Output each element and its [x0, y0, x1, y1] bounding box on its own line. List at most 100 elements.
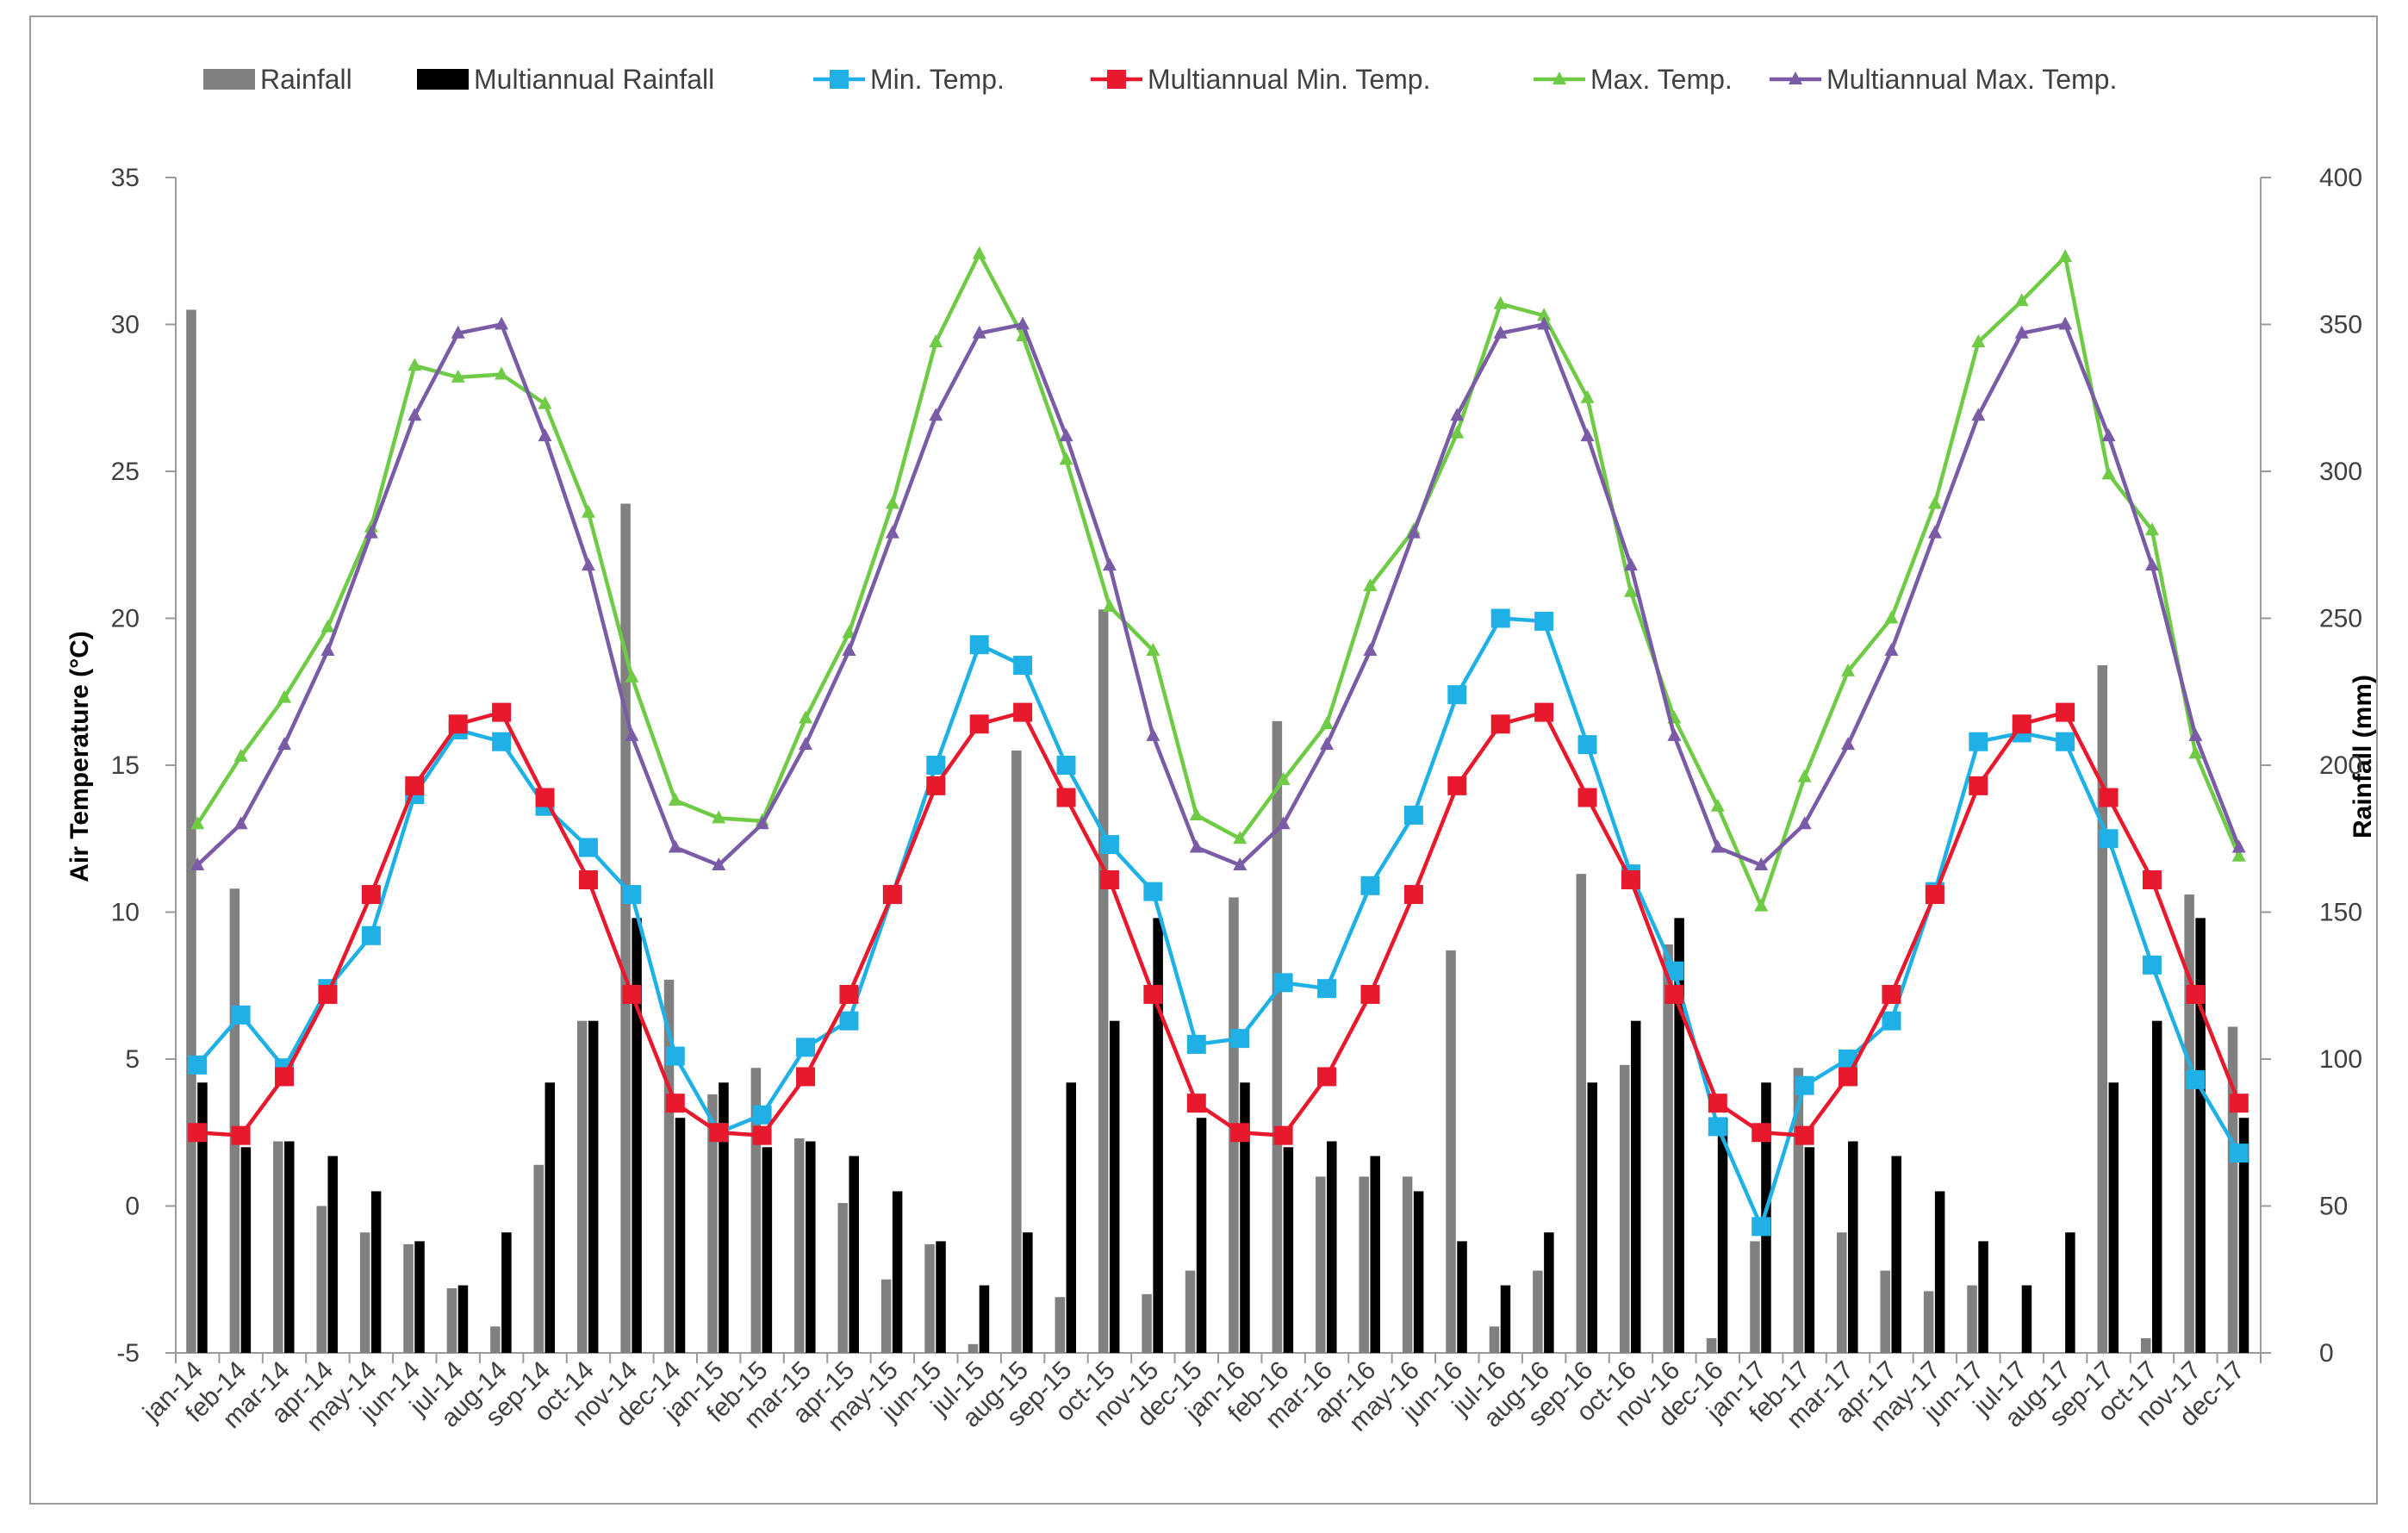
max-temp-point: [1927, 495, 1942, 509]
multiannual-min-temp-point: [535, 788, 555, 807]
multiannual-max-temp-point: [1363, 643, 1378, 657]
multiannual-max-temp-point: [885, 525, 899, 539]
max-temp-point: [2014, 293, 2029, 307]
multiannual-max-temp-point: [755, 816, 769, 830]
legend: Rainfall Multiannual Rainfall Min. Temp. Mu…: [203, 64, 2117, 95]
multiannual-max-temp-point: [364, 525, 378, 539]
max-temp-point: [2188, 745, 2203, 759]
multiannual-max-temp-point: [1406, 525, 1421, 539]
legend-marker-max-temp: [1552, 72, 1566, 84]
multiannual-max-temp-point: [233, 816, 248, 830]
rainfall-bar: [707, 1094, 718, 1353]
multiannual-min-temp-point: [1534, 702, 1554, 722]
rainfall-bar: [1185, 1270, 1196, 1353]
multiannual-min-temp-point: [2099, 788, 2119, 807]
multiannual-min-temp-point: [1056, 788, 1076, 807]
max-temp-line: [196, 252, 2241, 908]
multiannual-min-temp-point: [1273, 1125, 1293, 1145]
min-temp-point: [2229, 1144, 2249, 1163]
max-temp-point: [972, 246, 986, 259]
rainfall-bar: [1489, 1326, 1500, 1353]
max-temp-point: [2101, 466, 2116, 480]
multiannual-max-temp-point: [2144, 558, 2159, 571]
multiannual-rainfall-bar: [806, 1141, 816, 1353]
multiannual-rainfall-bar: [979, 1285, 990, 1353]
multiannual-max-temp-point: [1797, 816, 1812, 830]
min-temp-point: [1577, 735, 1597, 755]
multiannual-min-temp-point: [1795, 1125, 1814, 1145]
min-temp-point: [1403, 805, 1423, 825]
multiannual-min-temp-point: [1143, 984, 1163, 1004]
multiannual-min-temp-point: [1099, 869, 1119, 889]
multiannual-rainfall-bar: [327, 1156, 338, 1353]
multiannual-min-temp-point: [1013, 702, 1033, 722]
multiannual-max-temp-point: [1971, 408, 1986, 421]
multiannual-rainfall-bar: [1500, 1285, 1511, 1353]
y-left-tick-label: 10: [111, 899, 140, 927]
rainfall-bar: [229, 888, 240, 1353]
min-temp-point: [231, 1005, 251, 1025]
multiannual-min-temp-point: [1925, 885, 1944, 905]
multiannual-max-temp-point: [1189, 839, 1204, 853]
multiannual-min-temp-line: [197, 710, 2241, 1137]
max-temp-point: [1276, 772, 1291, 786]
multiannual-min-temp-point: [231, 1125, 251, 1145]
min-temp-point: [926, 756, 946, 775]
min-temp-point: [361, 925, 381, 945]
multiannual-max-temp-point: [1580, 428, 1595, 442]
multiannual-rainfall-bar: [240, 1147, 252, 1353]
legend-label-multiannual-rainfall: Multiannual Rainfall: [474, 64, 714, 95]
y-axis-left-title: Air Temperature (°C): [65, 631, 94, 882]
multiannual-rainfall-bar: [1804, 1147, 1815, 1353]
multiannual-max-temp-point: [1276, 816, 1291, 830]
rainfall-bar: [1663, 944, 1673, 1353]
rainfall-bar: [1619, 1064, 1630, 1353]
multiannual-min-temp-point: [188, 1123, 208, 1143]
multiannual-max-temp-point: [1102, 558, 1117, 571]
y-right-tick-label: 150: [2319, 899, 2362, 927]
max-temp-point: [1233, 831, 1248, 844]
multiannual-max-temp-point: [451, 325, 465, 339]
multiannual-min-temp-point: [275, 1067, 295, 1087]
y-left-tick-label: 5: [125, 1045, 140, 1074]
multiannual-rainfall-bar: [849, 1156, 859, 1353]
max-temp-point: [1797, 769, 1812, 782]
rainfall-bar: [186, 309, 196, 1354]
max-temp-point: [1537, 308, 1552, 321]
multiannual-max-temp-point: [320, 643, 335, 657]
max-temp-point: [1841, 663, 1856, 676]
multiannual-rainfall-bar: [414, 1241, 425, 1353]
multiannual-min-temp-point: [1969, 776, 1988, 795]
legend-label-max-temp: Max. Temp.: [1590, 64, 1733, 95]
y-left-tick-label: 15: [111, 751, 140, 780]
max-temp-point: [625, 669, 639, 682]
multiannual-rainfall-bar: [632, 918, 642, 1353]
max-temp-point: [1580, 389, 1595, 403]
lines: [188, 246, 2249, 1237]
rainfall-bar: [1706, 1337, 1717, 1353]
multiannual-rainfall-bar: [1196, 1118, 1207, 1353]
multiannual-max-temp-point: [2101, 428, 2116, 442]
rainfall-bar: [2097, 665, 2108, 1353]
multiannual-min-temp-point: [2229, 1094, 2249, 1113]
rainfall-bar: [1272, 720, 1283, 1353]
multiannual-max-temp-line: [196, 322, 2241, 868]
max-temp-point: [451, 369, 465, 383]
rainfall-bar: [576, 1020, 588, 1353]
rainfall-bar: [1880, 1270, 1890, 1353]
multiannual-min-temp-point: [752, 1125, 772, 1145]
rainfall-bar: [446, 1287, 457, 1353]
multiannual-min-temp-point: [318, 984, 338, 1004]
y-left-tick-label: 35: [111, 164, 140, 192]
multiannual-min-temp-point: [2186, 984, 2206, 1004]
multiannual-max-temp-point: [581, 558, 595, 571]
y-left-tick-label: 25: [111, 458, 140, 486]
multiannual-min-temp-point: [622, 984, 642, 1004]
max-temp-point: [1189, 807, 1204, 820]
max-temp-point: [1059, 452, 1073, 465]
y-left-tick-label: -5: [116, 1339, 140, 1368]
rainfall-bar: [1923, 1291, 1934, 1353]
min-temp-point: [2056, 732, 2075, 751]
min-temp-point: [2186, 1069, 2206, 1089]
